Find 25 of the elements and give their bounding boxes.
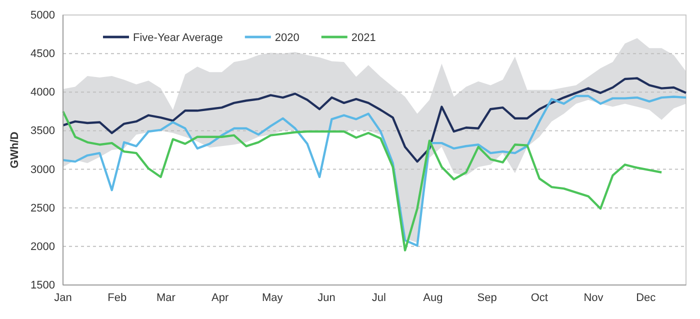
y-tick-label: 4000 [30, 86, 55, 99]
y-tick-label: 2500 [30, 202, 55, 214]
legend-label: Five-Year Average [133, 32, 223, 44]
x-tick-label: Aug [423, 292, 443, 304]
y-tick-label: 5000 [30, 10, 55, 22]
x-tick-label: Mar [156, 292, 176, 304]
x-tick-label: Jul [372, 292, 386, 304]
y-tick-label: 1500 [30, 280, 55, 292]
x-tick-label: Apr [211, 292, 229, 304]
line-series [62, 110, 663, 252]
x-tick-label: Sep [477, 292, 497, 304]
x-tick-label: Oct [530, 292, 548, 304]
y-tick-label: 3500 [30, 125, 55, 138]
y-tick-label: 4500 [30, 48, 55, 60]
legend-label: 2021 [351, 32, 376, 44]
x-tick-label: May [262, 292, 284, 304]
y-tick-label: 2000 [30, 240, 55, 253]
y-axis-title: GWh/D [9, 132, 21, 168]
x-tick-label: Jun [318, 292, 336, 304]
x-tick-label: Feb [108, 292, 127, 304]
x-tick-label: Jan [54, 292, 72, 304]
y-tick-label: 3000 [30, 164, 55, 176]
x-tick-label: Dec [636, 292, 656, 304]
x-tick-label: Nov [584, 292, 604, 304]
legend-label: 2020 [274, 32, 300, 44]
